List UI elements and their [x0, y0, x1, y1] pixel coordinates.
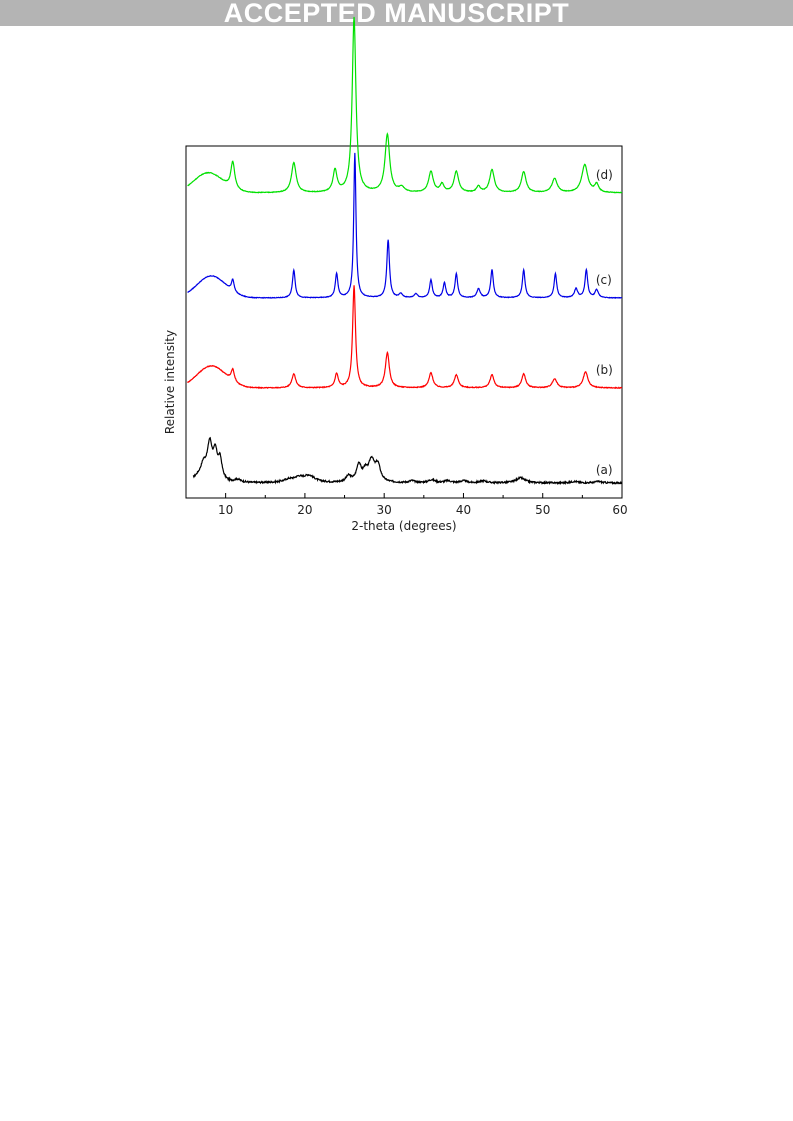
x-tick-label: 50: [535, 503, 550, 517]
accepted-manuscript-banner: ACCEPTED MANUSCRIPT: [0, 0, 793, 28]
banner-text: ACCEPTED MANUSCRIPT: [223, 0, 570, 28]
series-label-b: (b): [596, 363, 613, 377]
x-tick-label: 40: [456, 503, 471, 517]
series-line-d: [187, 16, 623, 194]
x-tick-label: 20: [297, 503, 312, 517]
plot-frame: [185, 145, 623, 499]
y-axis-label: Relative intensity: [163, 330, 177, 434]
series-line-b: [187, 285, 623, 390]
series-line-a: [192, 436, 623, 486]
series-label-d: (d): [596, 168, 613, 182]
x-axis-label: 2-theta (degrees): [351, 519, 456, 533]
series-line-c: [187, 152, 623, 300]
x-tick-label: 30: [377, 503, 392, 517]
x-axis-ticks: 10 20 30 40 50 60: [185, 493, 628, 517]
x-tick-label: 10: [218, 503, 233, 517]
x-tick-label: 60: [612, 503, 627, 517]
series-group: (a) (b) (c) (d): [187, 16, 623, 486]
series-label-c: (c): [596, 273, 612, 287]
series-label-a: (a): [596, 463, 613, 477]
